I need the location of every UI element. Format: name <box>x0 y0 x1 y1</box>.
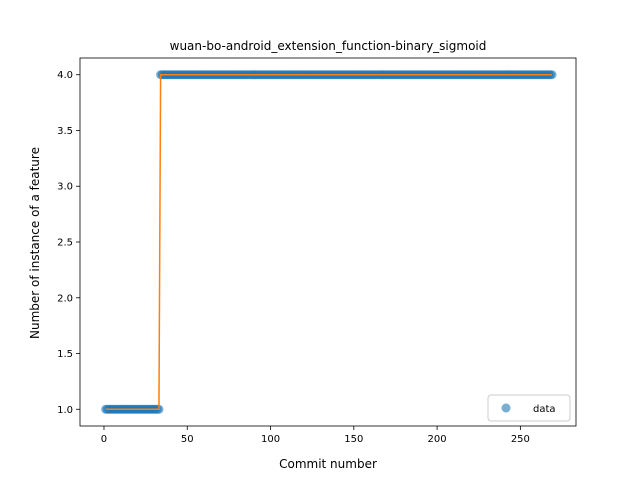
y-tick-label: 4.0 <box>57 70 73 81</box>
plot-area <box>101 70 557 414</box>
y-tick-label: 3.0 <box>57 182 73 193</box>
y-axis-label: Number of instance of a feature <box>28 147 42 339</box>
fit-line <box>105 73 553 411</box>
x-tick-label: 200 <box>428 434 447 445</box>
y-tick-label: 2.0 <box>57 293 73 304</box>
x-tick-label: 250 <box>511 434 530 445</box>
x-tick-label: 150 <box>344 434 363 445</box>
x-tick-label: 50 <box>181 434 194 445</box>
x-tick-label: 100 <box>261 434 280 445</box>
legend-marker <box>501 403 511 413</box>
chart-title: wuan-bo-android_extension_function-binar… <box>170 39 487 53</box>
x-tick-label: 0 <box>101 434 107 445</box>
legend-label: data <box>533 404 556 415</box>
legend-box <box>487 394 571 422</box>
x-axis-label: Commit number <box>279 457 377 471</box>
y-tick-label: 1.0 <box>57 405 73 416</box>
y-tick-label: 3.5 <box>57 126 73 137</box>
axes: 0 50 100 150 200 250 1.0 1.5 2.0 2.5 3.0 3.5 4.0 <box>57 57 577 445</box>
y-tick-label: 2.5 <box>57 238 73 249</box>
legend: data <box>487 394 571 422</box>
y-tick-label: 1.5 <box>57 349 73 360</box>
